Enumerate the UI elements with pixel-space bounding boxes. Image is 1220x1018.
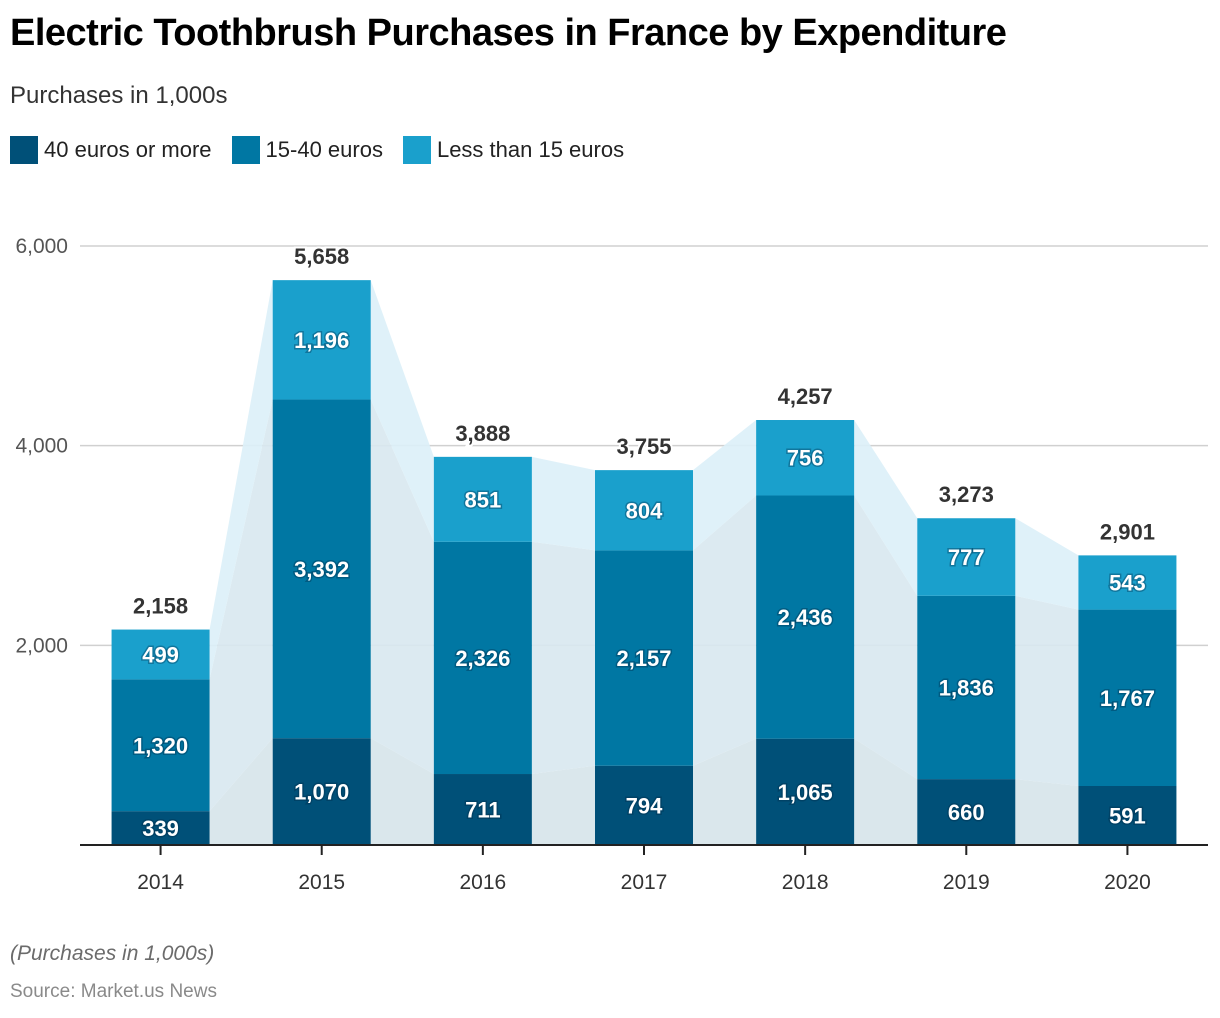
legend-swatch-40-plus [10,136,38,164]
chart-title: Electric Toothbrush Purchases in France … [10,12,1007,54]
segment-value-label: 591 [1109,803,1146,828]
x-tick-label: 2018 [782,871,829,894]
legend-label-under-15: Less than 15 euros [436,137,625,162]
legend-swatch-under-15 [402,136,431,164]
connector-area-40-euros-or-more [1015,779,1079,845]
x-tick-label: 2015 [298,871,345,894]
connector-area-40-euros-or-more [693,738,757,845]
legend-swatch-15-40 [231,136,260,164]
legend-item-15-40: 15-40 euros [231,136,383,164]
legend-item-40-plus: 40 euros or more [10,136,212,164]
legend-label-15-40: 15-40 euros [265,137,383,162]
bar-segment [1078,555,1177,610]
total-value-label: 5,658 [294,244,349,269]
x-tick-label: 2019 [943,871,990,894]
connector-area-less-than-15-euros [531,456,595,551]
bars [111,280,1177,845]
bar-segment [1078,609,1177,786]
legend: 40 euros or more 15-40 euros Less than 1… [10,136,644,164]
connector-area-15-40-euros [854,495,918,780]
connector-area-less-than-15-euros [854,420,918,596]
y-tick-label: 6,000 [15,235,68,258]
segment-value-label: 1,065 [778,780,833,805]
legend-item-under-15: Less than 15 euros [402,136,625,164]
segment-value-label: 1,320 [133,733,188,758]
y-tick-label: 2,000 [15,634,68,657]
bar-segment [595,765,693,845]
total-value-label: 4,257 [778,384,833,409]
connector-area-40-euros-or-more [370,738,434,845]
bar-segment [433,541,532,775]
bar-segment [756,738,855,845]
segment-value-label: 339 [142,816,179,841]
bar-segment [756,495,855,739]
y-tick-label: 4,000 [15,435,68,458]
segment-value-label: 543 [1109,570,1146,595]
footnote: (Purchases in 1,000s) [10,942,215,965]
connector-area-40-euros-or-more [854,738,918,845]
connector-area-less-than-15-euros [693,420,757,551]
total-value-label: 2,901 [1100,519,1155,544]
bar-segment [111,679,210,812]
segment-value-label: 777 [948,545,985,570]
bar-segment [433,774,532,845]
segment-value-label: 804 [626,498,663,523]
bar-segment [917,595,1016,780]
bar-segment [272,738,371,845]
bar-segment [595,470,693,551]
connector-area-less-than-15-euros [370,280,434,542]
bar-segment [756,420,855,496]
legend-label-40-plus: 40 euros or more [44,137,212,162]
connector-area-15-40-euros [1015,595,1079,786]
segment-value-label: 851 [464,487,501,512]
total-value-label: 2,158 [133,594,188,619]
x-tick-label: 2016 [459,871,506,894]
total-value-label: 3,755 [616,434,671,459]
segment-value-label: 2,436 [778,605,833,630]
connector-areas [209,280,1079,845]
x-tick-label: 2014 [137,871,184,894]
bar-segment [595,550,693,766]
x-tick-label: 2017 [621,871,668,894]
axes: 2,000 4,000 6,000 2014 2015 2016 2017 2018 2019 2… [15,235,1208,894]
total-value-label: 3,273 [939,482,994,507]
connector-area-less-than-15-euros [209,280,273,680]
connector-area-15-40-euros [209,399,273,812]
connector-area-less-than-15-euros [1015,518,1079,610]
bar-segment [111,811,210,845]
chart-subtitle: Purchases in 1,000s [10,82,228,109]
x-tick-label: 2020 [1104,871,1151,894]
connector-area-40-euros-or-more [209,738,273,845]
segment-value-label: 2,157 [616,646,671,671]
segment-value-label: 660 [948,800,985,825]
connector-area-40-euros-or-more [531,765,595,845]
segment-value-label: 1,836 [939,675,994,700]
segment-value-label: 756 [787,446,824,471]
bar-segment [917,518,1016,596]
bar-segment [272,280,371,400]
bar-segment [917,779,1016,845]
connector-area-15-40-euros [370,399,434,775]
segment-value-label: 1,196 [294,328,349,353]
connector-area-15-40-euros [693,495,757,766]
bar-segment [272,399,371,739]
segment-value-label: 3,392 [294,557,349,582]
segment-value-label: 1,767 [1100,686,1155,711]
source-note: Source: Market.us News [10,981,217,1002]
data-labels: 339 1,320 499 2,158 1,070 3,392 1,196 5,658 711 2… [131,242,1157,842]
segment-value-label: 794 [626,793,663,818]
bar-segment [1078,785,1177,845]
connector-area-15-40-euros [531,541,595,775]
bar-segment [433,456,532,542]
total-value-label: 3,888 [455,421,510,446]
segment-value-label: 2,326 [455,646,510,671]
bar-segment [111,629,210,680]
segment-value-label: 1,070 [294,780,349,805]
segment-value-label: 711 [465,798,501,823]
segment-value-label: 499 [142,642,179,667]
